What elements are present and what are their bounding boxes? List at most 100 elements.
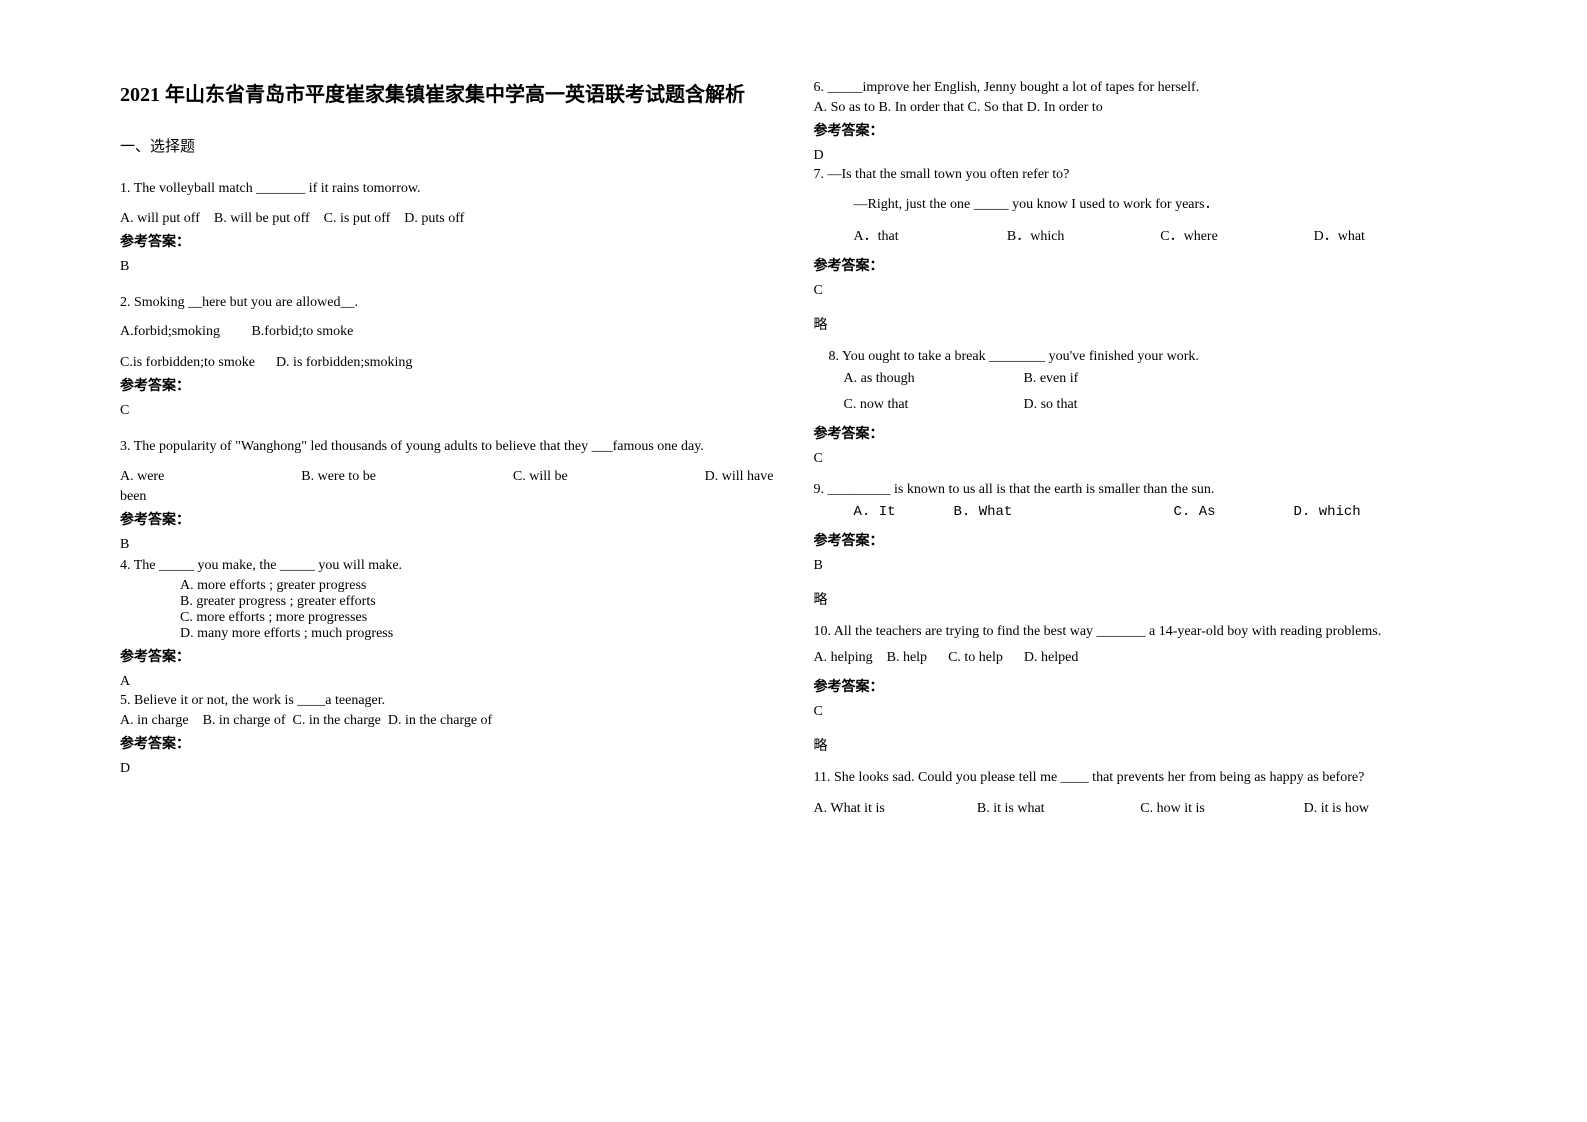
answer: D [814,148,1468,164]
question-text-2: —Right, just the one _____ you know I us… [814,193,1468,213]
option-c: C. more efforts ; more progresses [120,610,774,626]
answer: B [120,537,774,553]
answer: C [814,451,1468,467]
answer-label: 参考答案： [120,231,774,251]
answer: B [814,558,1468,574]
question-2: 2. Smoking __here but you are allowed__. [120,290,774,317]
answer: A [120,674,774,690]
option-c: C. now that [844,397,1024,413]
answer-label: 参考答案： [814,676,1468,696]
question-text-1: 7. —Is that the small town you often ref… [814,167,1468,183]
question-text: 10. All the teachers are trying to find … [814,624,1468,640]
question-text: 4. The _____ you make, the _____ you wil… [120,558,774,574]
answer-label: 参考答案： [120,733,774,753]
option-d: D. in the charge of [388,713,492,728]
question-5: 5. Believe it or not, the work is ____a … [120,693,774,709]
answer: C [814,704,1468,720]
right-column: 6. _____improve her English, Jenny bough… [794,80,1488,1082]
option-a: A．that [854,225,1007,245]
question-10-options: A. helping B. help C. to help D. helped [814,650,1468,666]
option-d: D. will have [705,469,774,485]
option-a: A.forbid;smoking [120,324,220,339]
answer: B [120,259,774,275]
answer-label: 参考答案： [120,646,774,666]
option-b: B.forbid;to smoke [251,324,353,339]
question-text: 6. _____improve her English, Jenny bough… [814,80,1468,96]
question-7-options: A．that B．which C．where D．what [814,225,1468,245]
option-b: B. will be put off [214,211,310,226]
option-d: D. many more efforts ; much progress [120,626,774,642]
option-c: C. in the charge [293,713,381,728]
question-5-options: A. in charge B. in charge of C. in the c… [120,713,774,729]
option-a: A. were [120,469,164,485]
question-text: 9. _________ is known to us all is that … [814,482,1468,498]
question-3: 3. The popularity of "Wanghong" led thou… [120,434,774,461]
question-text: 5. Believe it or not, the work is ____a … [120,693,774,709]
left-column: 2021 年山东省青岛市平度崔家集镇崔家集中学高一英语联考试题含解析 一、选择题… [100,80,794,1082]
question-text: 3. The popularity of "Wanghong" led thou… [120,434,774,461]
question-2-options-2: C.is forbidden;to smoke D. is forbidden;… [120,355,774,371]
option-c: C. how it is [1140,801,1303,817]
skip: 略 [814,314,1468,334]
option-b: B. it is what [977,801,1140,817]
question-3-options: A. were B. were to be C. will be D. will… [120,469,774,485]
option-c: C. As [1174,504,1294,520]
section-heading: 一、选择题 [120,135,774,156]
question-8: 8. You ought to take a break ________ yo… [814,349,1468,365]
answer: C [814,283,1468,299]
option-b: B．which [1007,225,1160,245]
option-a: A. It [854,504,954,520]
option-d: D. puts off [404,211,464,226]
question-9-options: A. It B. What C. As D. which [814,504,1468,520]
question-11: 11. She looks sad. Could you please tell… [814,770,1468,786]
question-7: 7. —Is that the small town you often ref… [814,167,1468,213]
document-title: 2021 年山东省青岛市平度崔家集镇崔家集中学高一英语联考试题含解析 [120,80,774,110]
option-d: D. it is how [1304,801,1467,817]
answer-label: 参考答案： [814,423,1468,443]
option-b: B. greater progress ; greater efforts [120,594,774,610]
option-b: B. help [887,650,927,665]
option-d: D. which [1294,504,1361,520]
option-a: A. What it is [814,801,977,817]
option-a: A. more efforts ; greater progress [120,578,774,594]
option-a: A. will put off [120,211,200,226]
question-1-options: A. will put off B. will be put off C. is… [120,211,774,227]
question-4: 4. The _____ you make, the _____ you wil… [120,558,774,642]
question-9: 9. _________ is known to us all is that … [814,482,1468,498]
option-d: D．what [1314,225,1467,245]
option-d: D. helped [1024,650,1078,665]
answer-label: 参考答案： [814,255,1468,275]
option-c: C.is forbidden;to smoke [120,355,255,370]
answer-label: 参考答案： [120,375,774,395]
question-text: 11. She looks sad. Could you please tell… [814,770,1468,786]
option-a: A. as though [844,371,1024,387]
question-text: 2. Smoking __here but you are allowed__. [120,290,774,317]
option-b: B. in charge of [203,713,286,728]
question-2-options-1: A.forbid;smoking B.forbid;to smoke [120,324,774,340]
option-d-cont: been [120,489,774,505]
answer-label: 参考答案： [814,120,1468,140]
question-text: 8. You ought to take a break ________ yo… [829,349,1468,365]
option-d: D. so that [1024,397,1204,413]
option-c: C. will be [513,469,568,485]
question-10: 10. All the teachers are trying to find … [814,624,1468,640]
answer: C [120,403,774,419]
question-1: 1. The volleyball match _______ if it ra… [120,176,774,203]
answer-label: 参考答案： [814,530,1468,550]
option-a: A. helping [814,650,873,665]
option-b: B. were to be [301,469,376,485]
option-d: D. is forbidden;smoking [276,355,413,370]
option-a: A. in charge [120,713,189,728]
answer: D [120,761,774,777]
answer-label: 参考答案： [120,509,774,529]
skip: 略 [814,589,1468,609]
option-c: C. to help [948,650,1003,665]
options: A. So as to B. In order that C. So that … [814,100,1468,116]
question-6: 6. _____improve her English, Jenny bough… [814,80,1468,116]
option-c: C．where [1160,225,1313,245]
question-11-options: A. What it is B. it is what C. how it is… [814,801,1468,817]
skip: 略 [814,735,1468,755]
question-8-options-2: C. now that D. so that [814,397,1468,413]
question-8-options-1: A. as though B. even if [814,371,1468,387]
option-b: B. even if [1024,371,1204,387]
